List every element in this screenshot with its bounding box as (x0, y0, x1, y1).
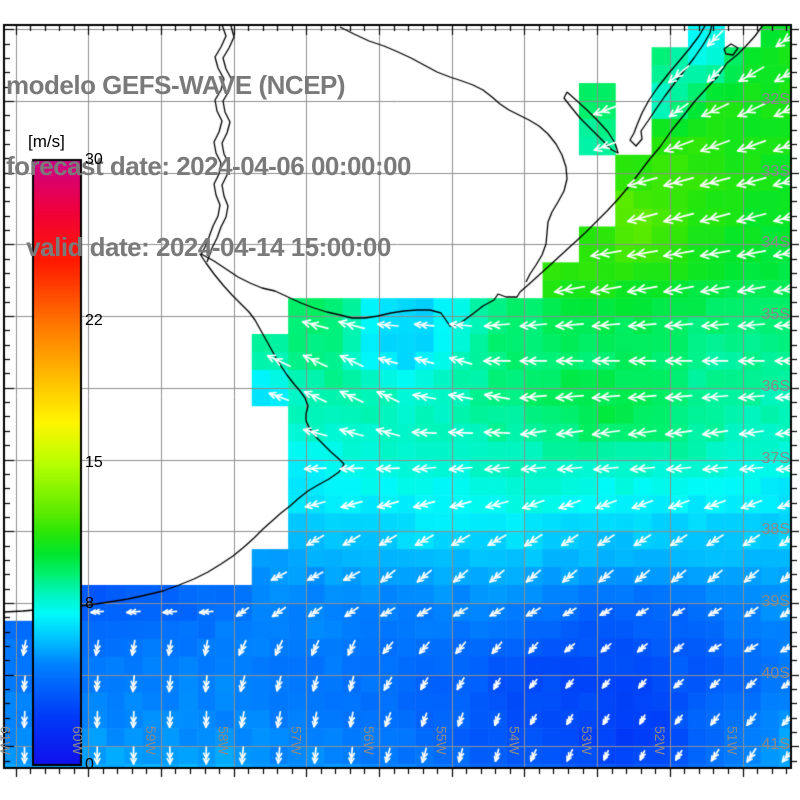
lon-label: 56W (361, 726, 377, 755)
lat-label: 40S (761, 664, 790, 682)
lon-label: 60W (70, 726, 87, 755)
lon-label: 52W (651, 726, 668, 755)
lat-label: 39S (761, 592, 790, 610)
lat-label: 37S (761, 449, 790, 467)
title-block: modelo GEFS-WAVE (NCEP) forecast date: 2… (6, 18, 412, 315)
lon-label: 55W (433, 726, 450, 755)
colorbar-tick-label: 8 (85, 594, 94, 612)
colorbar-tick-label: 30 (85, 151, 103, 168)
lon-label: 53W (579, 726, 596, 755)
model-title: modelo GEFS-WAVE (NCEP) (6, 70, 346, 100)
lat-label: 38S (761, 521, 790, 539)
lat-label: 34S (761, 234, 790, 252)
lat-label: 36S (761, 377, 790, 395)
lat-label: 35S (761, 306, 790, 324)
lon-label: 54W (506, 726, 523, 755)
colorbar-tick-label: 22 (85, 312, 103, 330)
lat-label: 41S (761, 736, 790, 754)
forecast-date-line: forecast date: 2024-04-06 00:00:00 (6, 151, 412, 181)
lat-label: 33S (761, 162, 790, 180)
colorbar-unit-label: [m/s] (28, 132, 65, 151)
valid-date-line: valid date: 2024-04-14 15:00:00 (6, 232, 391, 262)
lon-label: 57W (288, 726, 305, 755)
lon-label: 61W (0, 726, 14, 755)
lat-label: 32S (761, 91, 790, 108)
lon-label: 58W (215, 726, 232, 755)
colorbar-tick-label: 0 (85, 756, 94, 773)
colorbar-tick-label: 15 (85, 453, 103, 471)
lon-label: 51W (724, 726, 741, 755)
lon-label: 59W (142, 726, 159, 755)
